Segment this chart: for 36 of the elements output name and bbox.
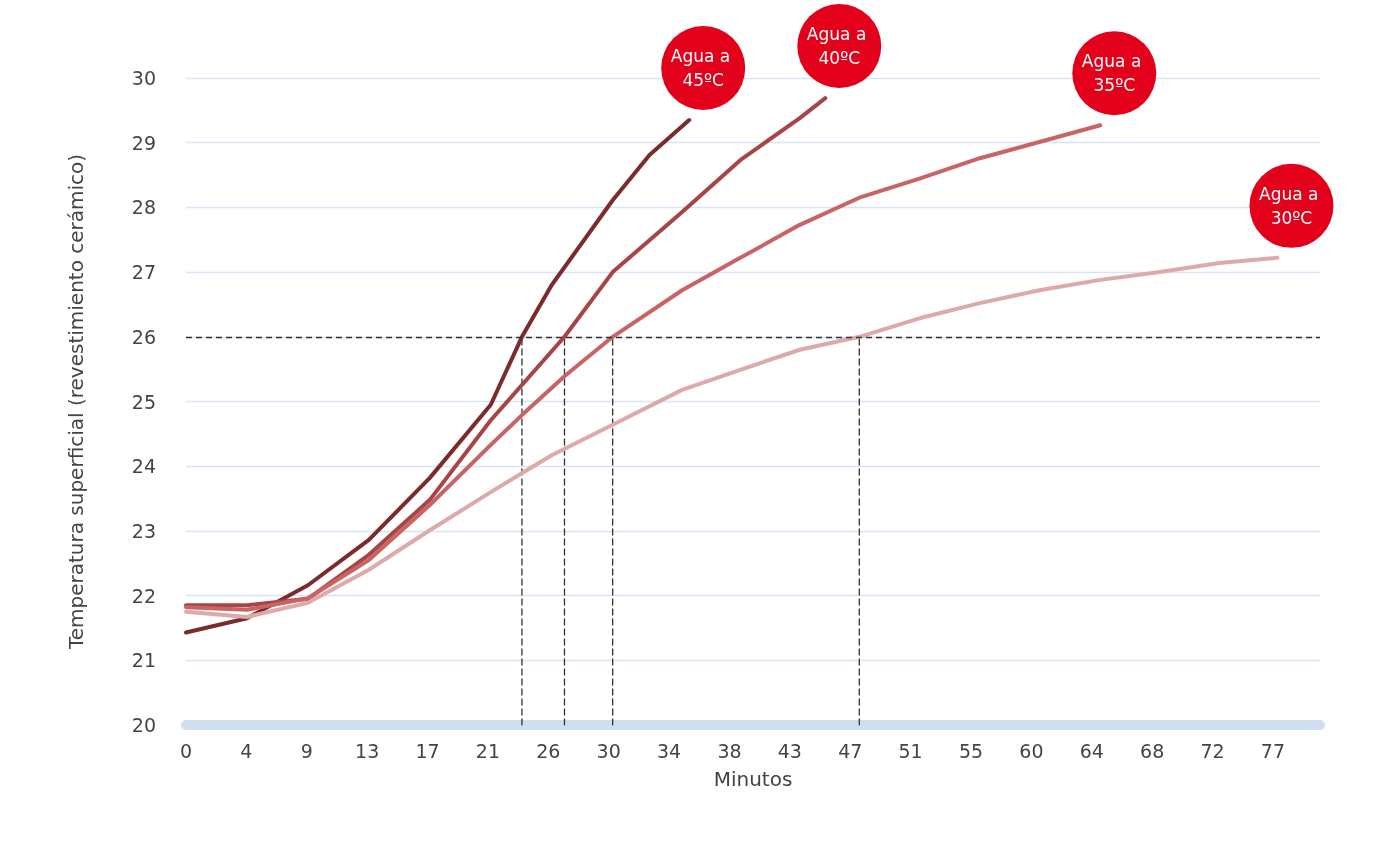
series-label: Agua a 30ºC [1259, 183, 1324, 228]
x-tick-label: 64 [1079, 739, 1104, 762]
x-tick-label: 17 [415, 739, 440, 762]
x-tick-label: 51 [898, 739, 923, 762]
y-tick-label: 28 [131, 196, 156, 219]
x-tick-label: 38 [717, 739, 742, 762]
series-label: Agua a 35ºC [1081, 51, 1147, 96]
x-axis-title: Minutos [713, 767, 793, 791]
y-tick-label: 24 [131, 455, 156, 478]
y-tick-label: 29 [131, 131, 156, 154]
x-tick-label: 9 [300, 739, 313, 762]
y-tick-label: 27 [131, 261, 156, 284]
x-tick-label: 0 [179, 739, 193, 762]
x-tick-label: 60 [1019, 739, 1044, 762]
x-tick-label: 55 [958, 739, 984, 762]
x-tick-label: 72 [1200, 739, 1225, 762]
x-tick-label: 13 [355, 739, 380, 762]
y-tick-label: 23 [131, 519, 156, 542]
x-tick-label: 30 [596, 739, 621, 762]
x-tick-label: 26 [536, 739, 561, 762]
x-tick-label: 47 [838, 739, 863, 762]
x-tick-label: 68 [1140, 739, 1165, 762]
y-tick-label: 26 [131, 325, 156, 348]
y-axis-title: Temperatura superficial (revestimiento cerámico) [64, 153, 88, 651]
y-tick-label: 25 [131, 390, 156, 413]
y-tick-label: 22 [131, 584, 156, 607]
x-tick-label: 34 [656, 739, 682, 762]
text: Agua a 45ºC [670, 46, 736, 91]
x-tick-label: 43 [777, 739, 802, 762]
y-tick-label: 20 [131, 714, 156, 736]
y-tick-label: 21 [131, 649, 156, 672]
x-tick-label: 77 [1260, 739, 1286, 762]
x-tick-label: 4 [240, 739, 253, 762]
y-tick-label: 30 [131, 67, 156, 89]
text: Agua a 40ºC [806, 24, 872, 69]
x-tick-label: 21 [475, 739, 501, 762]
